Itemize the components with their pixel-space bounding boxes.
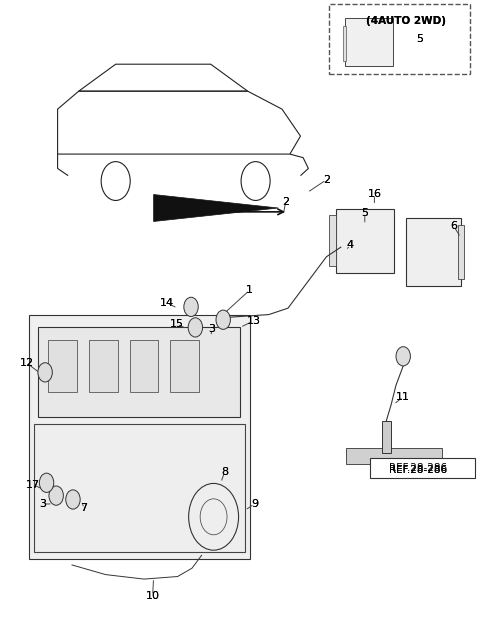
Text: 12: 12: [19, 358, 34, 368]
Bar: [29, 315, 250, 559]
Text: 8: 8: [221, 467, 228, 477]
Circle shape: [216, 310, 230, 329]
Text: 10: 10: [145, 591, 160, 601]
Circle shape: [184, 297, 198, 317]
Text: 12: 12: [19, 358, 34, 368]
Text: 8: 8: [221, 467, 228, 477]
Circle shape: [49, 486, 63, 505]
Circle shape: [66, 490, 80, 509]
Text: 4: 4: [347, 240, 354, 250]
Text: REF.28-286: REF.28-286: [389, 463, 448, 473]
Text: REF.28-286: REF.28-286: [388, 465, 447, 475]
Text: 14: 14: [160, 298, 174, 308]
Text: 16: 16: [367, 189, 382, 199]
Text: 10: 10: [145, 591, 160, 601]
Text: 13: 13: [246, 316, 261, 326]
Text: 2: 2: [282, 197, 289, 207]
Bar: [382, 421, 391, 453]
Text: 13: 13: [246, 316, 261, 326]
Bar: [89, 340, 118, 392]
Text: 2: 2: [282, 197, 289, 207]
Text: (4AUTO 2WD): (4AUTO 2WD): [366, 15, 445, 26]
Bar: [34, 424, 245, 552]
Text: REF.28-286: REF.28-286: [388, 465, 447, 475]
FancyArrow shape: [346, 448, 442, 464]
Bar: [170, 340, 199, 392]
Text: 5: 5: [361, 208, 368, 218]
Text: 17: 17: [25, 480, 40, 490]
Polygon shape: [154, 195, 278, 221]
Text: 5: 5: [361, 208, 368, 218]
Circle shape: [396, 347, 410, 366]
Text: 11: 11: [396, 392, 410, 402]
Text: 17: 17: [25, 480, 40, 490]
Text: 15: 15: [169, 319, 184, 329]
Text: 1: 1: [246, 285, 253, 295]
Text: 2: 2: [323, 175, 330, 185]
Text: 7: 7: [81, 503, 87, 514]
Circle shape: [188, 318, 203, 337]
Bar: [343, 26, 346, 61]
Text: 5: 5: [417, 33, 423, 44]
Text: 3: 3: [209, 324, 216, 334]
Bar: [38, 327, 240, 417]
Text: 6: 6: [450, 221, 457, 231]
Bar: [345, 18, 393, 66]
Text: 5: 5: [417, 33, 423, 44]
Text: 9: 9: [251, 499, 258, 509]
Bar: [458, 225, 464, 279]
Text: 4: 4: [347, 240, 354, 250]
Text: 15: 15: [169, 319, 184, 329]
Text: 7: 7: [81, 503, 87, 514]
Text: 3: 3: [209, 324, 216, 334]
Text: 2: 2: [323, 175, 330, 185]
Circle shape: [39, 473, 54, 492]
Bar: [329, 4, 470, 74]
Text: 6: 6: [450, 221, 457, 231]
Text: 1: 1: [246, 285, 253, 295]
Bar: [370, 458, 475, 478]
Text: 3: 3: [39, 499, 46, 509]
Text: 11: 11: [396, 392, 410, 402]
Bar: [329, 215, 336, 266]
Text: 3: 3: [39, 499, 46, 509]
Text: 9: 9: [251, 499, 258, 509]
Bar: [406, 218, 461, 286]
Text: 14: 14: [160, 298, 174, 308]
Text: 16: 16: [367, 189, 382, 199]
Bar: [48, 340, 77, 392]
Bar: [130, 340, 158, 392]
Circle shape: [38, 363, 52, 382]
Bar: [336, 209, 394, 273]
Text: (4AUTO 2WD): (4AUTO 2WD): [366, 15, 445, 26]
